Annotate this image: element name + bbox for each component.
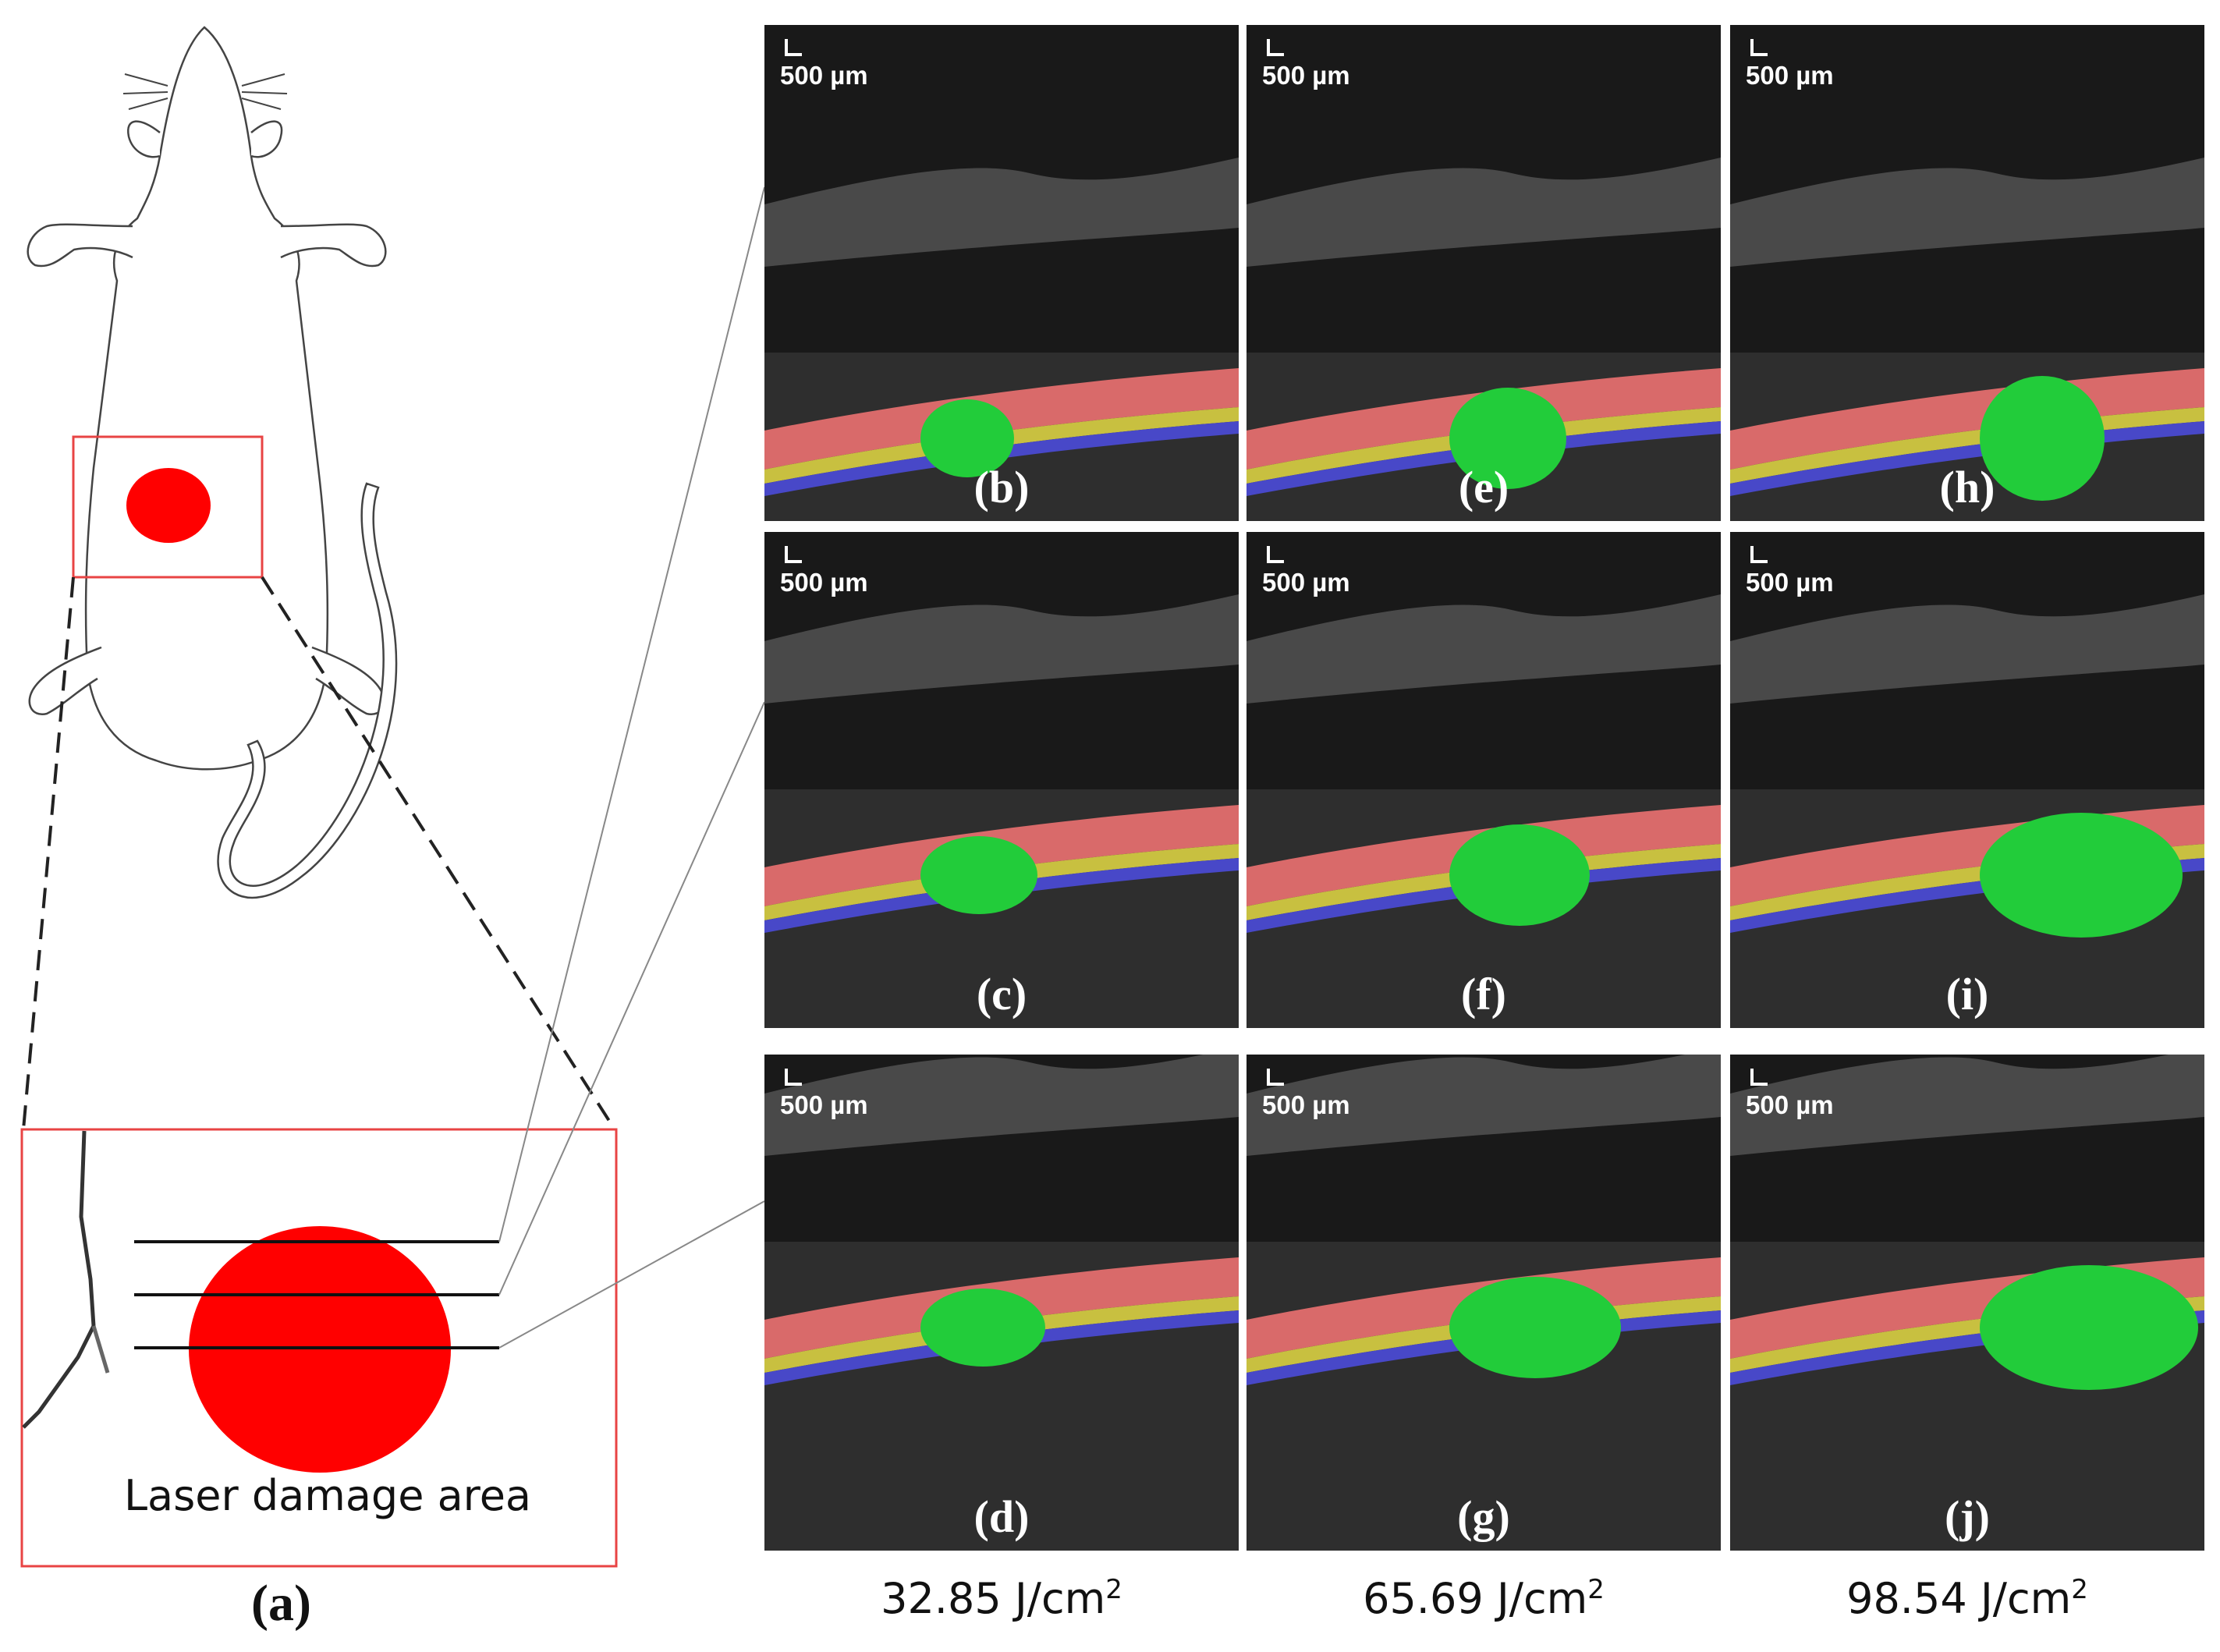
scale-bar-label: 500 µm [1262,568,1350,597]
oct-panel: 500 µm (c) [764,532,1239,1028]
scale-bar-label: 500 µm [1746,61,1834,90]
panel-label: (j) [1945,1491,1990,1542]
fluence-label-col3: 98.54 J/cm2 [1846,1574,2088,1623]
scale-bar: 500 µm [1746,546,1834,595]
panel-label: (g) [1457,1491,1510,1542]
rat-schematic [20,26,618,1568]
scale-bar-icon [1750,39,1768,56]
scale-bar-label: 500 µm [1262,61,1350,90]
scale-bar-label: 500 µm [1746,1090,1834,1119]
scale-bar: 500 µm [780,546,868,595]
scale-bar-icon [1267,1069,1284,1086]
panel-label: (e) [1458,462,1509,512]
scale-bar-label: 500 µm [780,61,868,90]
panel-label: (d) [973,1491,1030,1542]
laser-spot-small [126,468,211,543]
oct-panel: 500 µm (f) [1247,532,1721,1028]
scale-bar: 500 µm [1262,1069,1350,1118]
figure-label-a: (a) [251,1575,311,1632]
fluence-label-col1: 32.85 J/cm2 [881,1574,1122,1623]
oct-panel: 500 µm (b) [764,25,1239,521]
panel-label: (b) [973,462,1030,512]
body-zoom-box [72,435,264,579]
scale-bar: 500 µm [780,1069,868,1118]
scale-bar: 500 µm [1262,546,1350,595]
whiskers-icon [122,73,288,110]
scale-bar: 500 µm [1746,1069,1834,1118]
scale-bar-label: 500 µm [780,1090,868,1119]
panel-label: (f) [1461,969,1506,1019]
scale-bar-icon [1750,546,1768,563]
scale-bar-icon [785,39,802,56]
scale-bar: 500 µm [1262,39,1350,88]
rat-outline-icon [27,26,387,771]
tail-icon [217,482,398,899]
oct-panel: 500 µm (e) [1247,25,1721,521]
panel-label: (c) [976,969,1027,1019]
scale-bar-icon [785,1069,802,1086]
scale-bar-icon [1750,1069,1768,1086]
zoom-box-caption: Laser damage area [123,1471,532,1520]
oct-panel: 500 µm (g) [1247,1055,1721,1551]
scale-bar-icon [1267,546,1284,563]
panel-label: (i) [1945,969,1989,1019]
scale-bar-icon [785,546,802,563]
scale-bar: 500 µm [780,39,868,88]
oct-panel: 500 µm (h) [1730,25,2204,521]
oct-panel: 500 µm (j) [1730,1055,2204,1551]
scale-bar: 500 µm [1746,39,1834,88]
scale-bar-label: 500 µm [1262,1090,1350,1119]
scale-bar-icon [1267,39,1284,56]
panel-label: (h) [1939,462,1995,512]
fluence-label-col2: 65.69 J/cm2 [1363,1574,1605,1623]
scale-bar-label: 500 µm [780,568,868,597]
oct-panel: 500 µm (i) [1730,532,2204,1028]
scale-bar-label: 500 µm [1746,568,1834,597]
oct-panel: 500 µm (d) [764,1055,1239,1551]
